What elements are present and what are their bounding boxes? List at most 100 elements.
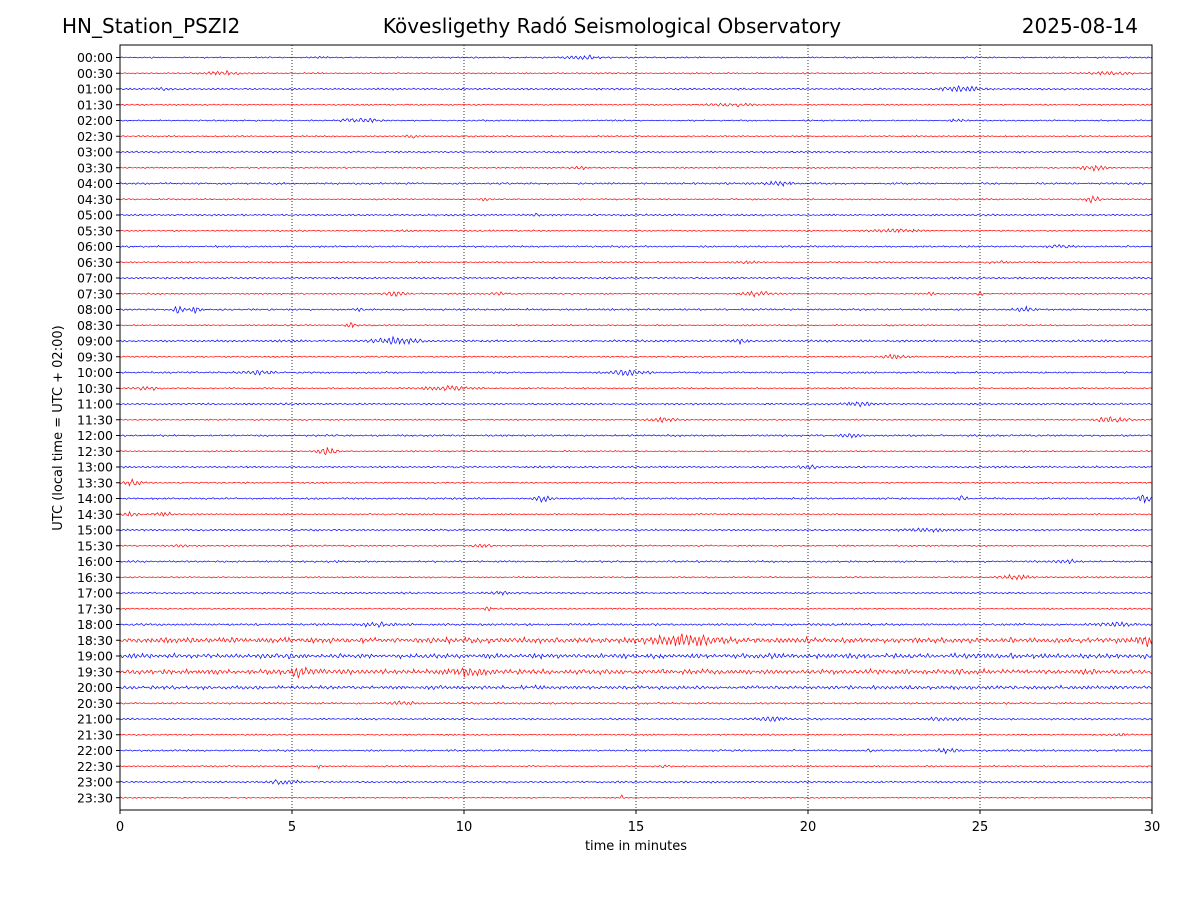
y-tick-label: 06:00 bbox=[77, 239, 113, 254]
trace-1130 bbox=[119, 416, 1153, 423]
trace-1430 bbox=[119, 510, 1153, 517]
trace-2330 bbox=[119, 794, 1153, 799]
trace-0430 bbox=[119, 194, 1153, 204]
trace-0100 bbox=[119, 85, 1153, 93]
trace-1800 bbox=[119, 621, 1153, 629]
trace-0600 bbox=[119, 244, 1153, 249]
y-tick-label: 08:00 bbox=[77, 302, 113, 317]
y-tick-label: 16:00 bbox=[77, 554, 113, 569]
y-tick-label: 04:00 bbox=[77, 176, 113, 191]
y-tick-label: 03:30 bbox=[77, 160, 113, 175]
y-tick-label: 03:00 bbox=[77, 145, 113, 160]
trace-1830 bbox=[119, 633, 1153, 647]
trace-0900 bbox=[119, 335, 1153, 346]
y-tick-label: 19:00 bbox=[77, 649, 113, 664]
y-tick-label: 05:00 bbox=[77, 208, 113, 223]
trace-1300 bbox=[119, 464, 1153, 470]
y-tick-label: 14:00 bbox=[77, 491, 113, 506]
trace-1900 bbox=[119, 651, 1153, 660]
y-tick-label: 23:30 bbox=[77, 790, 113, 805]
y-tick-label: 02:30 bbox=[77, 129, 113, 144]
trace-1100 bbox=[119, 401, 1153, 408]
y-tick-label: 09:00 bbox=[77, 334, 113, 349]
y-tick-label: 13:00 bbox=[77, 460, 113, 475]
y-tick-label: 22:00 bbox=[77, 743, 113, 758]
trace-1600 bbox=[119, 558, 1153, 565]
trace-0700 bbox=[119, 276, 1153, 280]
seismic-traces bbox=[119, 54, 1153, 799]
y-tick-label: 10:00 bbox=[77, 365, 113, 380]
x-tick-label: 10 bbox=[456, 820, 473, 835]
y-tick-label: 04:30 bbox=[77, 192, 113, 207]
y-tick-label: 19:30 bbox=[77, 664, 113, 679]
x-tick-label: 20 bbox=[800, 820, 817, 835]
trace-1200 bbox=[119, 433, 1153, 439]
trace-1500 bbox=[119, 527, 1153, 534]
trace-2300 bbox=[119, 779, 1153, 786]
trace-2200 bbox=[119, 747, 1153, 755]
trace-1030 bbox=[119, 384, 1153, 392]
y-tick-label: 09:30 bbox=[77, 349, 113, 364]
y-tick-label: 10:30 bbox=[77, 381, 113, 396]
y-tick-label: 20:30 bbox=[77, 696, 113, 711]
trace-1400 bbox=[119, 494, 1153, 504]
y-tick-label: 21:30 bbox=[77, 727, 113, 742]
trace-2000 bbox=[119, 684, 1153, 691]
x-axis-label: time in minutes bbox=[585, 839, 687, 854]
y-tick-label: 13:30 bbox=[77, 475, 113, 490]
x-tick-label: 25 bbox=[972, 820, 989, 835]
trace-0300 bbox=[119, 150, 1153, 154]
trace-0200 bbox=[119, 117, 1153, 124]
y-tick-label: 12:30 bbox=[77, 444, 113, 459]
y-tick-label: 14:30 bbox=[77, 507, 113, 522]
trace-2230 bbox=[119, 764, 1153, 770]
trace-2130 bbox=[119, 733, 1153, 737]
y-tick-label: 05:30 bbox=[77, 223, 113, 238]
observatory-title: Kövesligethy Radó Seismological Observat… bbox=[382, 14, 842, 38]
trace-1700 bbox=[119, 590, 1153, 596]
trace-1530 bbox=[119, 543, 1153, 549]
trace-0030 bbox=[119, 69, 1153, 76]
y-tick-label: 17:00 bbox=[77, 586, 113, 601]
trace-1930 bbox=[119, 666, 1153, 679]
y-tick-label: 08:30 bbox=[77, 318, 113, 333]
trace-1230 bbox=[119, 447, 1153, 456]
trace-0730 bbox=[119, 290, 1153, 298]
trace-1730 bbox=[119, 606, 1153, 611]
trace-1630 bbox=[119, 573, 1153, 581]
trace-0330 bbox=[119, 164, 1153, 172]
y-tick-label: 11:00 bbox=[77, 397, 113, 412]
y-tick-label: 15:00 bbox=[77, 523, 113, 538]
y-tick-label: 06:30 bbox=[77, 255, 113, 270]
trace-0400 bbox=[119, 180, 1153, 187]
y-tick-label: 22:30 bbox=[77, 759, 113, 774]
trace-0930 bbox=[119, 353, 1153, 360]
y-axis-ticks: 00:0000:3001:0001:3002:0002:3003:0003:30… bbox=[77, 50, 120, 805]
trace-0800 bbox=[119, 305, 1153, 315]
trace-0500 bbox=[119, 213, 1153, 217]
trace-0230 bbox=[119, 134, 1153, 139]
trace-0630 bbox=[119, 260, 1153, 265]
y-tick-label: 18:30 bbox=[77, 633, 113, 648]
station-title: HN_Station_PSZI2 bbox=[62, 14, 241, 38]
trace-2030 bbox=[119, 700, 1153, 705]
y-tick-label: 17:30 bbox=[77, 601, 113, 616]
y-tick-label: 20:00 bbox=[77, 680, 113, 695]
trace-0830 bbox=[119, 321, 1153, 329]
y-tick-label: 11:30 bbox=[77, 412, 113, 427]
y-tick-label: 00:30 bbox=[77, 66, 113, 81]
y-tick-label: 01:00 bbox=[77, 82, 113, 97]
trace-0530 bbox=[119, 228, 1153, 234]
y-tick-label: 23:00 bbox=[77, 775, 113, 790]
y-tick-label: 15:30 bbox=[77, 538, 113, 553]
y-tick-label: 16:30 bbox=[77, 570, 113, 585]
y-tick-label: 07:00 bbox=[77, 271, 113, 286]
trace-0000 bbox=[119, 54, 1153, 60]
y-tick-label: 18:00 bbox=[77, 617, 113, 632]
x-tick-label: 30 bbox=[1144, 820, 1161, 835]
trace-1330 bbox=[119, 478, 1153, 487]
date-title: 2025-08-14 bbox=[1021, 14, 1138, 38]
x-tick-label: 15 bbox=[628, 820, 645, 835]
trace-1000 bbox=[119, 369, 1153, 377]
